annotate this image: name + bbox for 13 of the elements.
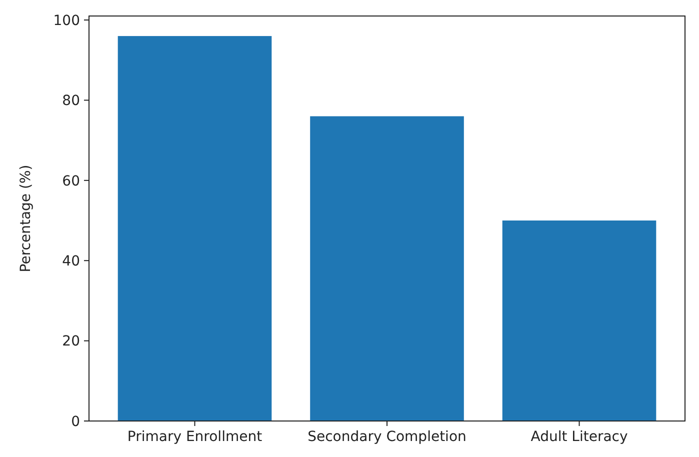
x-tick-label: Adult Literacy xyxy=(530,429,628,445)
bar xyxy=(310,116,464,421)
y-axis-title: Percentage (%) xyxy=(18,164,34,272)
x-tick-label: Primary Enrollment xyxy=(127,429,263,445)
y-tick-label: 20 xyxy=(62,334,80,350)
y-tick-label: 40 xyxy=(62,254,80,270)
y-tick-label: 80 xyxy=(62,93,80,110)
bar xyxy=(502,220,656,421)
y-tick-label: 60 xyxy=(62,173,80,190)
bar xyxy=(118,36,272,421)
y-tick-label: 100 xyxy=(53,12,80,29)
y-tick-label: 0 xyxy=(71,414,80,430)
x-tick-label: Secondary Completion xyxy=(308,429,466,445)
